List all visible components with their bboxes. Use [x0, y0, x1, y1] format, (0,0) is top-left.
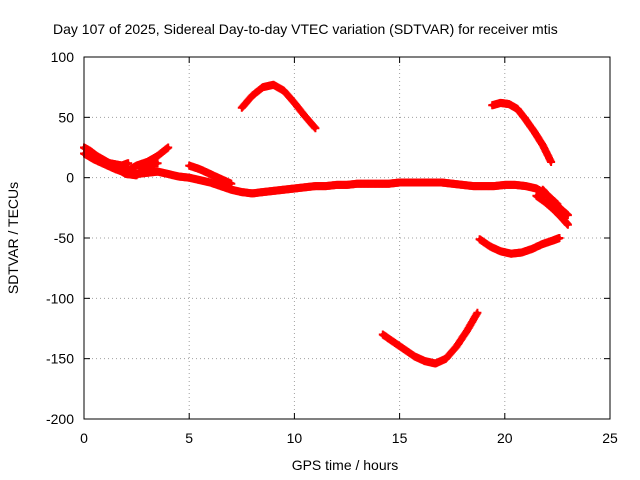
data-point	[547, 158, 556, 166]
y-tick-label: -100	[46, 290, 74, 306]
data-point	[227, 179, 236, 188]
series-track-right-tail-b	[538, 185, 572, 220]
x-tick-label: 20	[497, 430, 513, 446]
tick-marks	[83, 56, 611, 420]
grid	[84, 57, 610, 419]
y-tick-label: 0	[66, 170, 74, 186]
data-point	[563, 211, 572, 220]
series-track-early-dip	[111, 159, 162, 180]
data-point	[164, 143, 173, 152]
data-point	[124, 159, 133, 168]
data-point	[555, 234, 564, 242]
chart-title: Day 107 of 2025, Sidereal Day-to-day VTE…	[53, 21, 558, 37]
y-tick-label: -200	[46, 411, 74, 427]
series-track-right-upper	[488, 98, 556, 166]
tick-labels: 0 5 10 15 20 25 100 50 0 -50 -100 -150 -200	[46, 49, 618, 446]
data-series-layer	[80, 80, 572, 368]
y-tick-label: -150	[46, 351, 74, 367]
y-axis-title: SDTVAR / TECUs	[5, 182, 21, 294]
data-point	[473, 308, 482, 317]
x-tick-label: 15	[392, 430, 408, 446]
y-tick-label: 100	[51, 49, 75, 65]
data-point	[153, 159, 162, 168]
series-track-five	[185, 161, 236, 188]
x-axis-title: GPS time / hours	[292, 457, 399, 473]
series-track-right-lower	[475, 234, 564, 258]
y-tick-label: -50	[54, 230, 74, 246]
y-tick-label: 50	[58, 109, 74, 125]
series-track-arc-lower	[378, 308, 482, 368]
x-tick-label: 0	[80, 430, 88, 446]
plot-frame	[83, 56, 611, 420]
series-track-arc-upper	[237, 80, 320, 133]
data-point	[563, 220, 572, 229]
x-tick-label: 5	[185, 430, 193, 446]
x-tick-label: 25	[602, 430, 618, 446]
data-point	[311, 124, 320, 133]
x-tick-label: 10	[287, 430, 303, 446]
